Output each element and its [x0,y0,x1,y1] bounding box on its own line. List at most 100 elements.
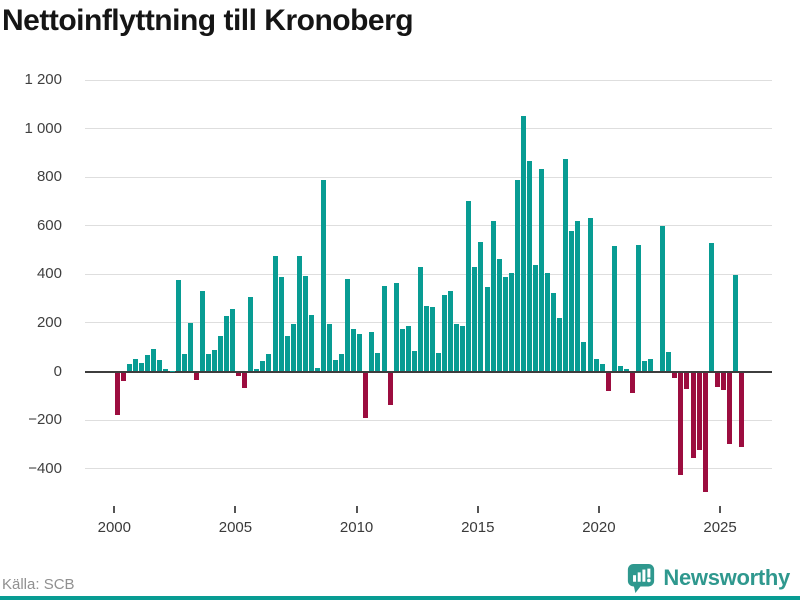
quarter-bar [175,280,181,372]
quarter-bar [660,225,666,372]
quarter-bar [702,372,708,492]
quarter-bar [145,354,151,372]
quarter-bar [205,354,211,372]
y-axis-label: 400 [36,265,62,283]
quarter-bar [623,368,629,372]
quarter-bar [193,372,199,380]
x-axis-label: 2005 [218,519,253,536]
quarter-bar [635,245,641,372]
quarter-bar [290,323,296,372]
y-gridline [85,419,772,421]
quarter-bar [224,315,230,372]
quarter-bar [593,359,599,372]
x-axis-tick [597,506,600,513]
quarter-bar [272,256,278,372]
quarter-bar [430,307,436,372]
quarter-bar [230,308,236,372]
quarter-bar [345,279,351,372]
quarter-bar [199,291,205,372]
quarter-bar [738,372,744,448]
x-axis-tick [719,506,722,513]
x-axis-tick [234,506,237,513]
quarter-bar [302,275,308,372]
x-axis-tick [476,506,479,513]
quarter-bar [399,328,405,372]
quarter-bar [163,369,169,372]
quarter-bar [375,353,381,372]
quarter-bar [157,359,163,372]
quarter-bar [611,246,617,372]
quarter-bar [484,287,490,372]
quarter-bar [339,353,345,372]
quarter-bar [284,335,290,372]
quarter-bar [417,266,423,372]
quarter-bar [466,201,472,372]
quarter-bar [369,332,375,372]
quarter-bar [308,314,314,372]
quarter-bar [581,342,587,372]
quarter-bar [278,277,284,372]
quarter-bar [333,359,339,372]
y-gridline [85,468,772,470]
newsworthy-logo[interactable]: Newsworthy [626,562,790,594]
y-gridline [85,128,772,130]
y-axis-label: 1 200 [24,71,62,89]
quarter-bar [629,372,635,394]
y-axis-label: 800 [36,168,62,186]
quarter-bar [217,335,223,372]
quarter-bar [260,360,266,372]
y-axis-label: 200 [36,313,62,331]
quarter-bar [121,372,127,381]
x-axis-tick [355,506,358,513]
quarter-bar [254,368,260,372]
quarter-bar [520,116,526,372]
quarter-bar [539,168,545,372]
quarter-bar [314,367,320,372]
y-axis-label: −200 [28,411,62,429]
quarter-bar [393,282,399,372]
newsworthy-bubble-chart-icon [626,562,656,594]
chart-title: Nettoinflyttning till Kronoberg [2,4,414,37]
quarter-bar [720,372,726,391]
quarter-bar [442,294,448,372]
y-gridline [85,225,772,227]
x-axis-label: 2000 [97,519,131,536]
quarter-bar [405,325,411,372]
quarter-bar [436,352,442,372]
quarter-bar [115,372,120,415]
quarter-bar [575,220,581,372]
quarter-bar [587,218,593,372]
quarter-bar [351,328,357,372]
quarter-bar [133,358,139,372]
quarter-bar [599,364,605,372]
quarter-bar [236,372,242,377]
quarter-bar [423,306,429,372]
quarter-bar [605,372,611,392]
quarter-bar [266,354,272,372]
newsworthy-wordmark: Newsworthy [663,565,790,590]
quarter-bar [363,372,369,419]
quarter-bar [684,372,690,390]
quarter-bar [672,372,678,378]
x-axis-tick [113,506,116,513]
quarter-bar [732,274,738,372]
x-axis-label: 2025 [703,519,737,536]
quarter-bar [187,322,193,372]
quarter-bar [472,267,478,372]
brand-accent-strip [0,596,800,600]
quarter-bar [327,324,333,372]
quarter-bar [454,323,460,372]
y-gridline [85,273,772,275]
quarter-bar [648,358,654,372]
quarter-bar [551,292,557,372]
quarter-bar [617,366,623,372]
quarter-bar [496,258,502,372]
quarter-bar [714,372,720,387]
quarter-bar [296,255,302,372]
x-axis-label: 2020 [582,519,616,536]
quarter-bar [502,276,508,372]
quarter-bar [690,372,696,459]
quarter-bar [678,372,684,475]
quarter-bar [460,326,466,372]
